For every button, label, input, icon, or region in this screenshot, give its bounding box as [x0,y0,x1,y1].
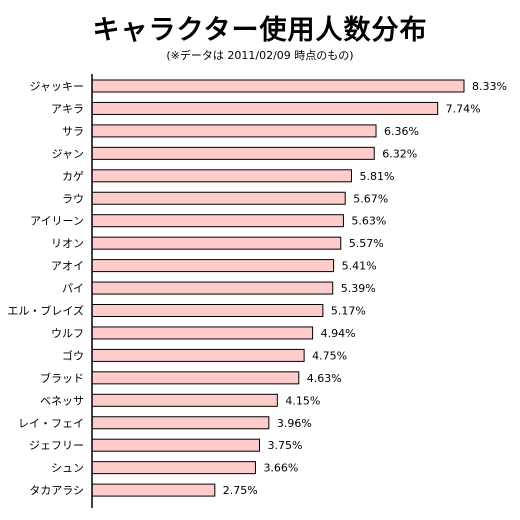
data-label: 4.94% [321,327,356,340]
category-label: ジャッキー [30,80,84,93]
data-label: 5.17% [331,305,366,318]
bar [91,438,260,452]
bar [91,281,334,295]
data-label: 4.75% [312,349,347,362]
data-label: 6.36% [384,125,419,138]
category-label: アキラ [51,102,84,115]
bar [91,169,352,183]
bar [91,236,342,250]
data-label: 5.63% [351,215,386,228]
data-label: 8.33% [472,80,507,93]
bar [91,79,465,93]
bar [91,393,278,407]
category-label: アオイ [51,260,84,273]
bar [91,191,346,205]
bar [91,348,305,362]
category-label: タカアラシ [29,484,84,497]
data-label: 4.15% [285,394,320,407]
bar [91,101,439,115]
data-label: 5.81% [359,170,394,183]
category-label: ジャン [52,147,84,160]
category-label: サラ [62,125,84,138]
data-label: 5.39% [341,282,376,295]
data-label: 5.41% [342,260,377,273]
category-label: レイ・フェイ [18,417,84,430]
data-label: 3.75% [267,439,302,452]
category-label: リオン [51,237,84,250]
data-label: 7.74% [446,102,481,115]
data-label: 5.57% [349,237,384,250]
category-label: ラウ [62,192,84,205]
category-label: ブラッド [40,371,84,385]
category-label: ジェフリー [29,439,84,452]
category-label: パイ [62,282,84,295]
bar [91,416,270,430]
bar [91,146,375,160]
data-label: 6.32% [382,147,417,160]
data-label: 3.96% [277,417,312,430]
chart-title: キャラクター使用人数分布 [92,15,428,46]
category-label: アイリーン [30,215,84,228]
chart-subtitle: (※データは 2011/02/09 時点のもの) [166,49,354,62]
bar [91,304,324,317]
category-label: カゲ [62,170,84,183]
data-label: 3.66% [263,462,298,475]
bar [91,214,344,228]
data-label: 5.67% [353,192,388,205]
bar [91,326,314,340]
category-label: シュン [51,462,84,475]
category-label: ウルフ [51,327,84,340]
bar [91,371,300,385]
bar [91,124,377,138]
category-label: エル・ブレイズ [7,304,84,318]
bar [91,259,335,273]
category-label: ベネッサ [40,394,84,407]
bar [91,483,216,497]
bar [91,461,256,475]
data-label: 4.63% [307,372,342,385]
category-label: ゴウ [62,348,84,362]
data-label: 2.75% [223,484,258,497]
